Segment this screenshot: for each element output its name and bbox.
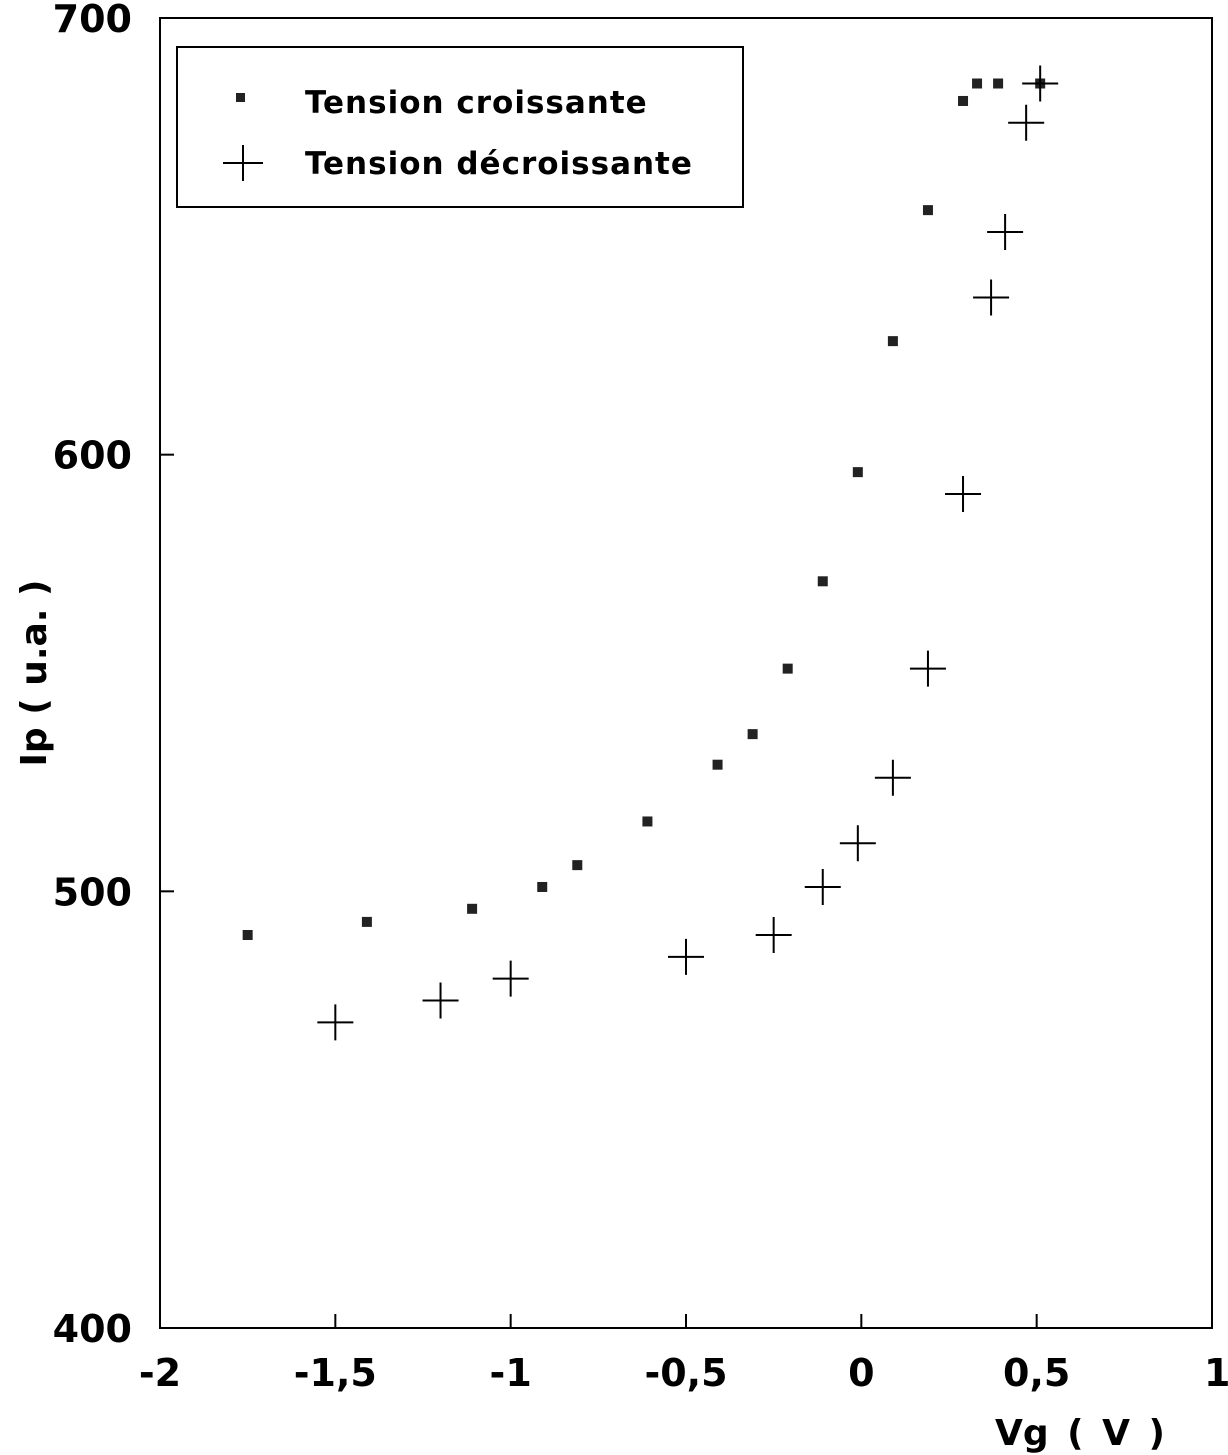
data-point-plus xyxy=(1008,104,1045,141)
data-point-square xyxy=(747,729,758,740)
x-tick-label: 0 xyxy=(848,1351,874,1395)
y-tick-label: 700 xyxy=(53,0,132,41)
data-point-plus xyxy=(945,475,982,512)
x-tick-label: -1 xyxy=(490,1351,532,1395)
axis-tick-labels: -2 -1,5 -1 -0,5 0 0,5 1 400 500 600 700 xyxy=(53,0,1228,1395)
data-point-plus xyxy=(909,650,946,687)
y-axis-title: Ip ( u.a. ) xyxy=(14,580,55,767)
data-point-plus xyxy=(973,279,1010,316)
data-point-plus xyxy=(492,960,529,997)
plot-frame xyxy=(159,17,1213,1329)
data-point-square xyxy=(922,205,933,216)
data-point-plus xyxy=(874,759,911,796)
x-axis-title: Vg ( V ) xyxy=(995,1413,1165,1454)
x-tick-label: -2 xyxy=(139,1351,181,1395)
x-tick-label: -1,5 xyxy=(294,1351,377,1395)
data-point-square xyxy=(887,336,898,347)
data-point-plus xyxy=(317,1004,354,1041)
data-point-plus xyxy=(1022,65,1059,102)
legend-marker-plus xyxy=(223,145,263,181)
data-point-square xyxy=(361,916,372,927)
data-point-square xyxy=(242,930,253,940)
y-tick-label: 500 xyxy=(53,870,132,914)
legend-label-decroissante: Tension décroissante xyxy=(305,146,693,182)
y-tick-label: 600 xyxy=(53,434,132,478)
series-2 xyxy=(317,65,1059,1041)
data-point-plus xyxy=(422,982,459,1019)
legend: Tension croissante Tension décroissante xyxy=(176,46,744,208)
data-point-square xyxy=(712,759,723,770)
data-point-plus xyxy=(755,917,792,953)
data-point-square xyxy=(642,816,653,827)
data-point-plus xyxy=(839,825,876,862)
legend-marker-square xyxy=(236,93,245,102)
data-point-square xyxy=(782,663,793,674)
data-point-square xyxy=(537,881,548,892)
x-tick-label: -0,5 xyxy=(644,1351,727,1395)
data-point-plus xyxy=(668,938,704,975)
data-point-square xyxy=(817,576,828,587)
data-point-square xyxy=(467,903,478,914)
x-tick-label: 1 xyxy=(1204,1351,1228,1395)
y-tick-label: 400 xyxy=(53,1307,132,1351)
data-point-square xyxy=(993,78,1004,89)
data-point-plus xyxy=(987,213,1024,250)
legend-label-croissante: Tension croissante xyxy=(305,85,648,121)
x-tick-label: 0,5 xyxy=(1003,1351,1070,1395)
data-point-square xyxy=(958,95,969,106)
legend-box xyxy=(176,46,744,208)
data-point-square xyxy=(972,78,983,89)
data-point-square xyxy=(572,860,583,871)
data-point-square xyxy=(852,467,863,478)
axis-ticks xyxy=(159,17,1213,1329)
data-point-plus xyxy=(804,868,841,905)
data-series xyxy=(242,65,1059,1041)
